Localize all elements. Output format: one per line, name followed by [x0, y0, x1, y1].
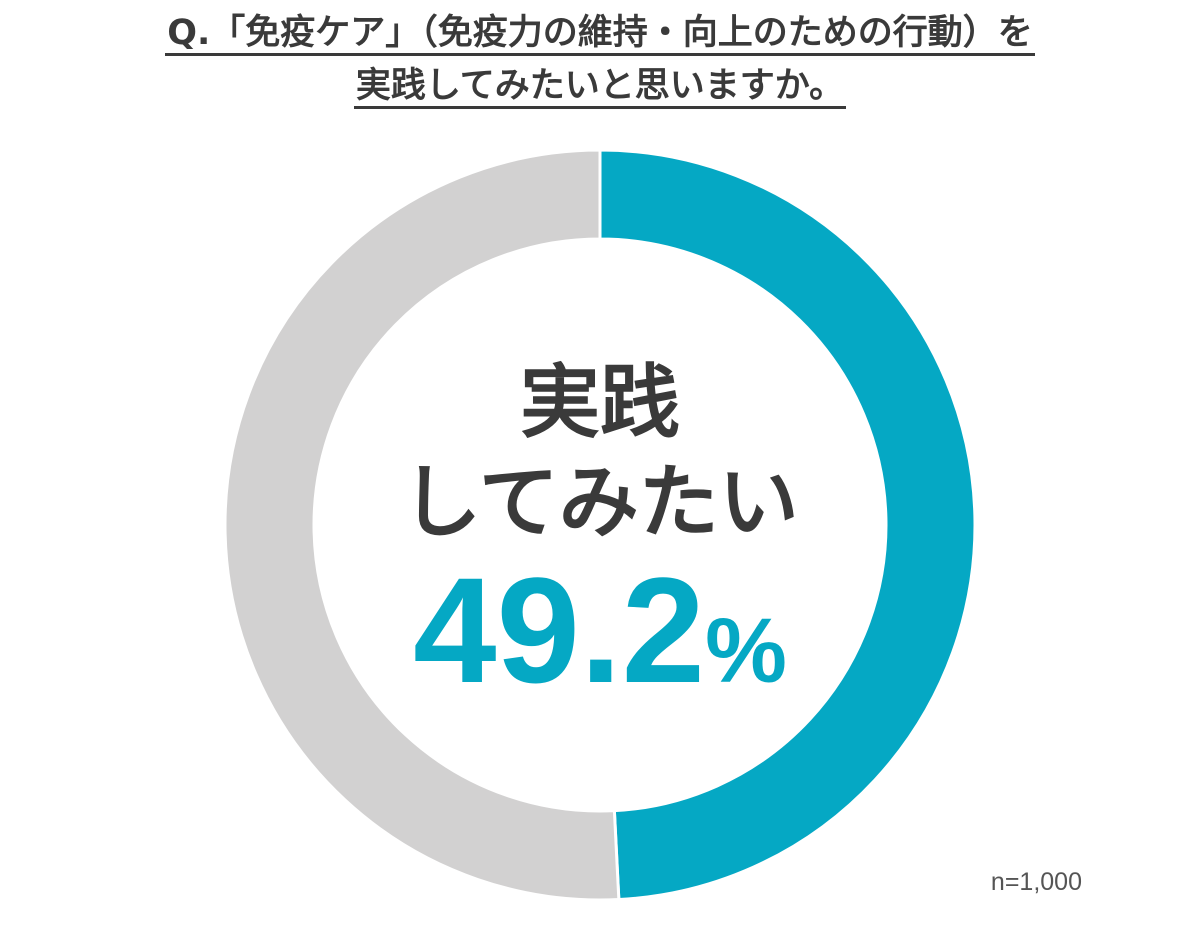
chart-title-line-2: 実践してみたいと思いますか。 [353, 66, 847, 109]
center-label-line-1: 実践 [520, 356, 680, 449]
center-percentage-value: 49.2 [413, 546, 706, 714]
chart-title-line-1: Q.「免疫ケア」（免疫力の維持・向上のための行動）を [165, 13, 1035, 56]
center-percentage: 49.2% [0, 555, 1200, 748]
donut-slice-1 [598, 148, 977, 902]
sample-size: n=1,000 [990, 868, 1082, 896]
center-label-line-2: してみたい [401, 456, 799, 549]
center-percentage-unit: % [705, 600, 787, 702]
chart-title: Q.「免疫ケア」（免疫力の維持・向上のための行動）を 実践してみたいと思いますか… [0, 10, 1200, 116]
donut-slice-2 [223, 148, 621, 902]
